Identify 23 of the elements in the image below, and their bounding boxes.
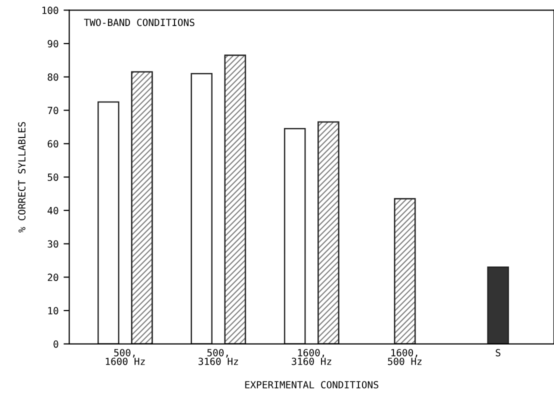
bar	[190, 72, 213, 344]
y-tick-label: 0	[54, 340, 58, 348]
x-tick-label: S	[496, 349, 500, 356]
y-axis-title: % CORRECT SYLLABLES	[18, 122, 26, 232]
bar	[487, 266, 509, 344]
y-tick-label: 30	[48, 240, 58, 248]
y-tick-label: 10	[48, 307, 58, 314]
y-tick-label: 60	[48, 140, 58, 148]
y-tick-label: 20	[48, 274, 58, 282]
x-tick-label: 1600, 3160 Hz	[292, 349, 332, 366]
y-tick-label: 50	[48, 174, 58, 181]
x-tick-label: 1600, 500 Hz	[388, 349, 422, 366]
x-axis-title: EXPERIMENTAL CONDITIONS	[245, 381, 378, 388]
bar	[284, 128, 306, 344]
x-tick-label: 500, 1600 Hz	[106, 349, 145, 366]
y-tick-label: 80	[48, 73, 58, 81]
y-tick-label: 100	[42, 6, 58, 14]
text: TWO-BAND CONDITIONS	[84, 18, 194, 26]
x-tick-label: 500, 3160 Hz	[198, 349, 238, 366]
y-tick-label: 90	[48, 40, 58, 48]
y-tick-label: 40	[48, 206, 58, 214]
y-tick-label: 70	[48, 106, 58, 114]
bar	[98, 101, 120, 344]
